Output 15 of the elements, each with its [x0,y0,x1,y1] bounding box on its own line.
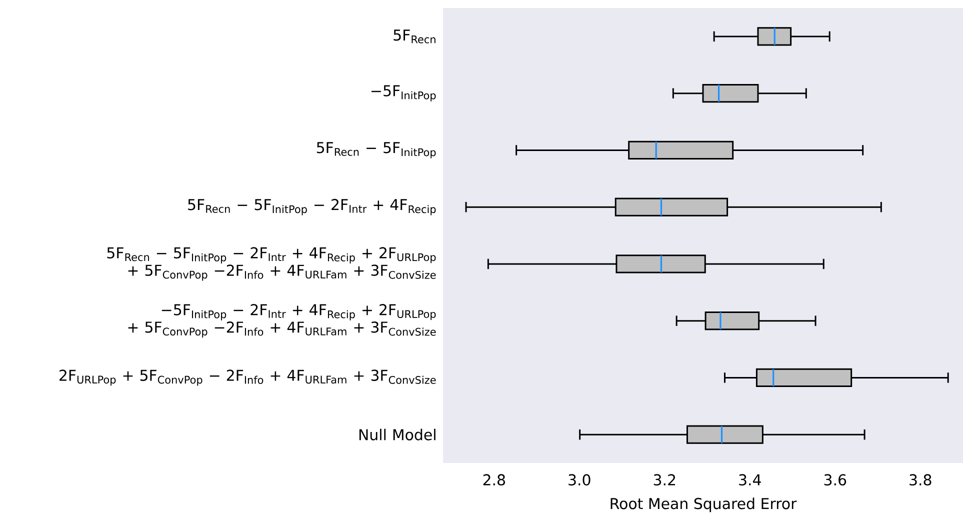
y-tick-label: 5F$_{Recn}$ − 5F$_{InitPop}$ [316,142,436,158]
category-label: −5F$_{InitPop}$ − 2F$_{Intr}$ + 4F$_{Recip}$ + 2F$_{URLPop}$ + 5F$_{ConvPop}$ −2F$_{Info}$ + 4F$_{URLFam}$ + 3F$_{ConvSize}$ [128,304,436,338]
x-tick-label: 3.8 [910,474,932,486]
x-tick-label: 3.6 [824,474,846,486]
x-tick-label: 2.8 [483,474,506,486]
x-axis-title: Root Mean Squared Error [610,498,797,512]
y-tick-label: −5F$_{InitPop}$ [372,85,436,102]
y-tick-label: Null Model [359,428,436,440]
y-tick-label: 5F$_{Recn}$ − 5F$_{InitPop}$ − 2F$_{Intr}$ + 4F$_{Recip}$ [188,198,436,216]
category-label: 2F$_{URLPop}$ + 5F$_{ConvPop}$ − 2F$_{Info}$ + 4F$_{URLFam}$ + 3F$_{ConvSize}$ [60,370,436,386]
x-tick-label: 3.0 [568,474,590,486]
y-tick-label: 5F$_{Recn}$ [394,30,436,44]
x-tick-label: 3.4 [739,474,761,486]
category-label: 5F$_{Recn}$ − 5F$_{InitPop}$ − 2F$_{Intr}$ + 4F$_{Recip}$ + 2F$_{URLPop}$ + 5F$_{ConvPop}$ −2F$_{Info}$ + 4F$_{URLFam}$ + 3F$_{ConvSize}$ [107,247,436,281]
x-tick-label: 3.2 [654,474,676,486]
